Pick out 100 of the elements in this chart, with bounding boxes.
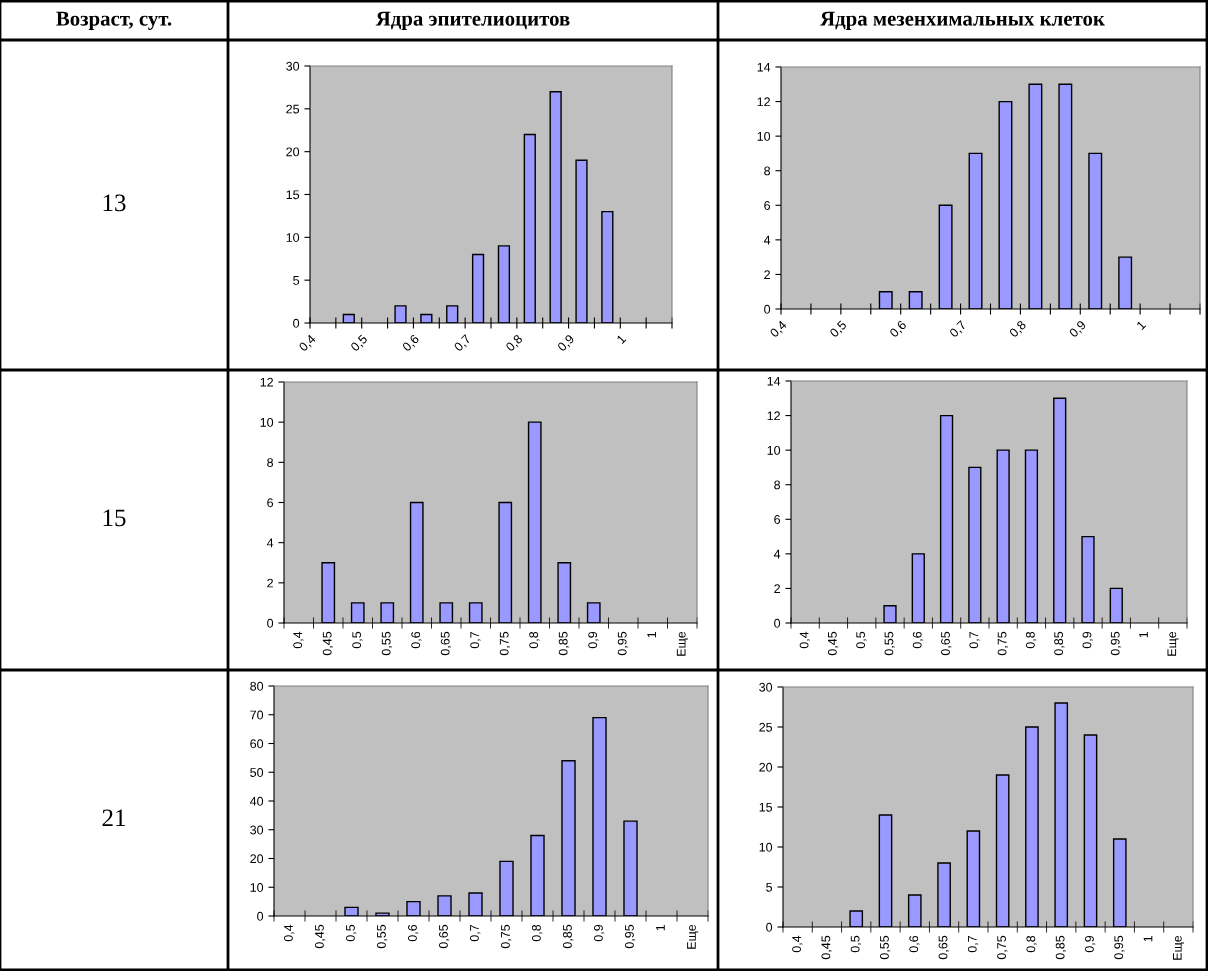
text: Возраст, сут. [56, 11, 172, 30]
text: Ядра эпителиоцитов [375, 11, 570, 30]
x-tick-label: 1 [1143, 935, 1153, 942]
x-tick-label: 0,6 [401, 334, 421, 353]
x-tick-label: 0,7 [969, 631, 980, 649]
x-tick-label: 0,9 [1068, 320, 1088, 339]
y-tick-label: 8 [764, 166, 771, 176]
y-tick-label: 6 [774, 515, 781, 524]
x-tick-label: 0,75 [499, 631, 511, 656]
x-tick-label: 0,45 [315, 924, 326, 949]
x-tick-label: 0,4 [792, 935, 803, 953]
x-tick-label: 0,7 [453, 334, 473, 353]
y-tick-label: 80 [250, 681, 264, 691]
x-tick-label: 0,55 [381, 631, 393, 656]
x-tick-label: 0,4 [293, 631, 304, 649]
x-tick-label: 0,4 [284, 924, 295, 942]
x-tick-label: 1 [656, 924, 665, 931]
x-tick-label: 1 [616, 334, 627, 345]
y-tick-label: 4 [773, 549, 781, 559]
y-tick-label: 0 [764, 304, 771, 314]
x-tick-label: 0,8 [532, 924, 543, 942]
y-tick-label: 0 [267, 618, 274, 628]
x-tick-label: 0,4 [298, 333, 318, 353]
x-tick-label: 0,75 [997, 631, 1008, 656]
x-tick-label: 0,4 [799, 631, 810, 649]
y-tick-label: 12 [260, 377, 273, 387]
x-tick-label: 0,5 [850, 935, 862, 953]
y-tick-label: 0 [257, 911, 264, 921]
x-tick-label: 0,45 [821, 935, 832, 960]
x-tick-label: 0,75 [997, 935, 1008, 960]
text: 13 [103, 194, 126, 212]
x-tick-label: 0,85 [1055, 935, 1067, 960]
x-tick-label: 0,45 [322, 631, 334, 656]
x-tick-label: 0,85 [563, 924, 574, 949]
y-tick-label: 0 [774, 618, 781, 628]
text: 21 [102, 809, 125, 827]
x-tick-label: 1 [1139, 631, 1148, 638]
y-tick-label: 20 [759, 762, 773, 772]
y-tick-label: 30 [759, 682, 773, 692]
x-tick-label: 0,6 [912, 631, 924, 649]
x-tick-label: 0,95 [617, 631, 629, 656]
x-tick-label: 0,55 [377, 924, 388, 949]
x-tick-label: 0,75 [501, 924, 512, 949]
x-tick-label: 0,65 [938, 935, 949, 960]
y-tick-label: 6 [267, 498, 274, 508]
y-tick-label: 10 [759, 842, 773, 852]
x-tick-label: 0,95 [1110, 631, 1122, 656]
y-tick-label: 14 [767, 376, 781, 386]
x-tick-label: 0,5 [346, 924, 357, 942]
y-tick-label: 20 [250, 854, 264, 864]
y-tick-label: 20 [286, 147, 300, 157]
y-tick-label: 70 [250, 710, 264, 720]
y-tick-label: 10 [250, 883, 264, 892]
x-tick-label: 0,65 [941, 631, 952, 656]
x-tick-label: Еще [687, 924, 699, 949]
x-tick-label: 0,8 [529, 631, 540, 649]
y-tick-label: 10 [286, 233, 300, 242]
x-tick-label: 0,7 [470, 631, 481, 649]
x-tick-label: 0,55 [884, 631, 895, 656]
x-tick-label: 0,7 [967, 935, 979, 953]
x-tick-label: 1 [647, 631, 656, 638]
x-tick-label: 0,6 [408, 924, 419, 942]
y-tick-label: 15 [759, 802, 773, 812]
y-tick-label: 8 [267, 458, 274, 467]
x-tick-label: 0,9 [556, 334, 576, 353]
x-tick-label: 0,8 [1026, 935, 1037, 953]
y-tick-label: 0 [293, 318, 300, 328]
x-tick-label: 0,7 [470, 924, 481, 942]
x-tick-label: 0,6 [411, 631, 422, 649]
x-tick-label: 0,4 [769, 319, 789, 339]
y-tick-label: 4 [763, 235, 771, 245]
y-tick-label: 5 [293, 276, 300, 285]
x-tick-label: 0,95 [1114, 935, 1125, 960]
x-tick-label: 0,85 [1054, 631, 1065, 656]
y-tick-label: 0 [766, 922, 773, 932]
x-tick-label: 0,9 [1085, 935, 1096, 953]
y-tick-label: 4 [266, 538, 274, 548]
y-tick-label: 2 [267, 578, 273, 588]
x-tick-label: 0,9 [1082, 631, 1093, 649]
y-tick-label: 12 [767, 411, 780, 421]
x-tick-label: 0,8 [505, 334, 525, 353]
y-tick-label: 12 [757, 97, 770, 107]
y-tick-label: 10 [757, 131, 771, 141]
text: 15 [103, 509, 126, 527]
y-tick-label: 14 [757, 62, 771, 72]
y-tick-label: 30 [250, 825, 264, 835]
x-tick-label: 0,9 [594, 924, 605, 942]
x-tick-label: 0,55 [880, 935, 891, 960]
y-tick-label: 40 [249, 796, 264, 806]
text: Ядра мезенхимальных клеток [820, 11, 1105, 30]
x-tick-label: Еще [1167, 631, 1179, 656]
x-tick-label: 1 [1136, 320, 1147, 331]
y-tick-label: 5 [766, 882, 773, 892]
y-tick-label: 60 [250, 739, 264, 749]
x-tick-label: 0,85 [558, 631, 570, 656]
y-tick-label: 6 [764, 201, 771, 210]
y-tick-label: 50 [250, 768, 264, 777]
x-tick-label: 0,65 [439, 924, 450, 949]
x-tick-label: 0,6 [889, 320, 908, 339]
x-tick-label: 0,5 [856, 631, 867, 649]
